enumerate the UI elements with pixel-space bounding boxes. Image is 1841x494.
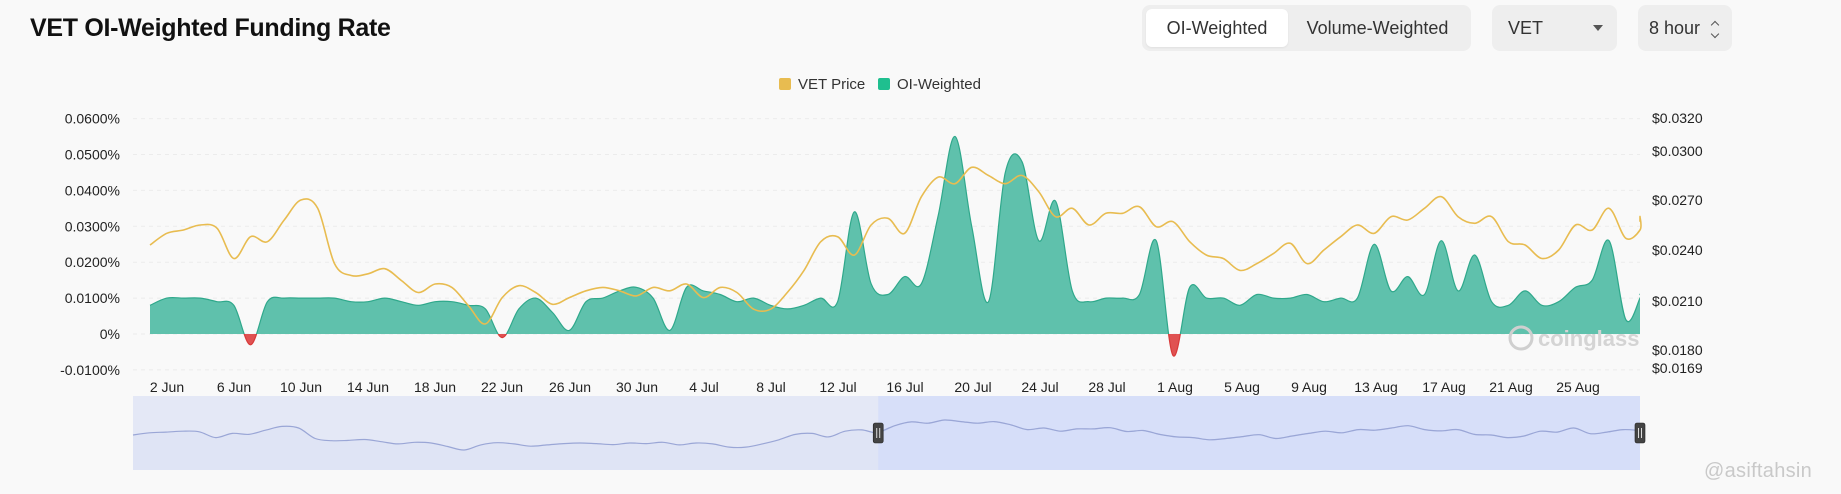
- navigator-handle-right[interactable]: [1634, 422, 1646, 444]
- y-right-tick-label: $0.0240: [1652, 242, 1703, 258]
- x-tick-label: 5 Aug: [1224, 379, 1260, 395]
- handle-watermark: @asiftahsin: [1704, 460, 1813, 482]
- oi-weighted-line: [149, 135, 1640, 334]
- y-right-tick-label: $0.0169: [1652, 360, 1703, 376]
- legend-swatch: [878, 78, 890, 90]
- y-left-tick-label: -0.0100%: [60, 362, 120, 378]
- y-right-tick-label: $0.0300: [1652, 143, 1703, 159]
- oi-weighted-area: [150, 136, 1640, 334]
- y-left-tick-label: 0.0200%: [65, 254, 120, 270]
- y-left-tick-label: 0.0400%: [65, 182, 120, 198]
- x-tick-label: 18 Jun: [414, 379, 456, 395]
- interval-select[interactable]: 8 hour: [1638, 5, 1732, 51]
- coinglass-logo-icon: [1508, 325, 1534, 351]
- x-tick-label: 22 Jun: [481, 379, 523, 395]
- navigator-handle-left[interactable]: [872, 422, 884, 444]
- weighting-toggle: OI-Weighted Volume-Weighted: [1142, 5, 1471, 51]
- x-tick-label: 14 Jun: [347, 379, 389, 395]
- x-tick-label: 20 Jul: [954, 379, 991, 395]
- legend-item: OI-Weighted: [897, 76, 981, 93]
- x-tick-label: 2 Jun: [150, 379, 184, 395]
- coinglass-watermark-text: coinglass: [1538, 326, 1639, 351]
- x-tick-label: 10 Jun: [280, 379, 322, 395]
- y-left-tick-label: 0.0100%: [65, 290, 120, 306]
- oi-weighted-tab[interactable]: OI-Weighted: [1146, 9, 1288, 47]
- legend-item: VET Price: [798, 76, 865, 93]
- x-axis: 2 Jun 6 Jun 10 Jun 14 Jun 18 Jun 22 Jun 26 Jun…: [150, 379, 1600, 395]
- y-axis-left: 0.0600% 0.0500% 0.0400% 0.0300% 0.0200% 0.010…: [60, 111, 120, 378]
- x-tick-label: 16 Jul: [886, 379, 923, 395]
- y-left-tick-label: 0%: [100, 326, 120, 342]
- legend: VET Price OI-Weighted: [779, 76, 981, 93]
- oi-weighted-series: [149, 135, 1640, 357]
- y-left-tick-label: 0.0300%: [65, 218, 120, 234]
- navigator-selected-range: [878, 396, 1640, 470]
- x-tick-label: 9 Aug: [1291, 379, 1327, 395]
- x-tick-label: 25 Aug: [1556, 379, 1600, 395]
- page-title: VET OI-Weighted Funding Rate: [30, 14, 391, 42]
- interval-select-value: 8 hour: [1649, 17, 1701, 38]
- x-tick-label: 13 Aug: [1354, 379, 1398, 395]
- y-right-tick-label: $0.0180: [1652, 342, 1703, 358]
- range-navigator: [132, 396, 1646, 470]
- y-left-tick-label: 0.0500%: [65, 147, 120, 163]
- x-tick-label: 1 Aug: [1157, 379, 1193, 395]
- coinglass-watermark: coinglass: [1508, 325, 1639, 351]
- y-axis-right: $0.0320 $0.0300 $0.0270 $0.0240 $0.0210 $0.01…: [1652, 110, 1703, 376]
- x-tick-label: 17 Aug: [1422, 379, 1466, 395]
- x-tick-label: 24 Jul: [1021, 379, 1058, 395]
- legend-swatch: [779, 78, 791, 90]
- x-tick-label: 26 Jun: [549, 379, 591, 395]
- volume-weighted-tab[interactable]: Volume-Weighted: [1306, 17, 1449, 38]
- x-tick-label: 12 Jul: [819, 379, 856, 395]
- y-right-tick-label: $0.0320: [1652, 110, 1703, 126]
- y-right-tick-label: $0.0270: [1652, 192, 1703, 208]
- symbol-select[interactable]: VET: [1492, 5, 1617, 51]
- x-tick-label: 21 Aug: [1489, 379, 1533, 395]
- price-series: [149, 166, 1642, 325]
- chevron-down-icon: [1593, 25, 1603, 31]
- x-tick-label: 8 Jul: [756, 379, 786, 395]
- y-right-tick-label: $0.0210: [1652, 293, 1703, 309]
- x-tick-label: 30 Jun: [616, 379, 658, 395]
- symbol-select-value: VET: [1508, 17, 1544, 38]
- vet-price-line: [149, 166, 1642, 325]
- x-tick-label: 6 Jun: [217, 379, 251, 395]
- x-tick-label: 4 Jul: [689, 379, 719, 395]
- x-tick-label: 28 Jul: [1088, 379, 1125, 395]
- y-left-tick-label: 0.0600%: [65, 111, 120, 127]
